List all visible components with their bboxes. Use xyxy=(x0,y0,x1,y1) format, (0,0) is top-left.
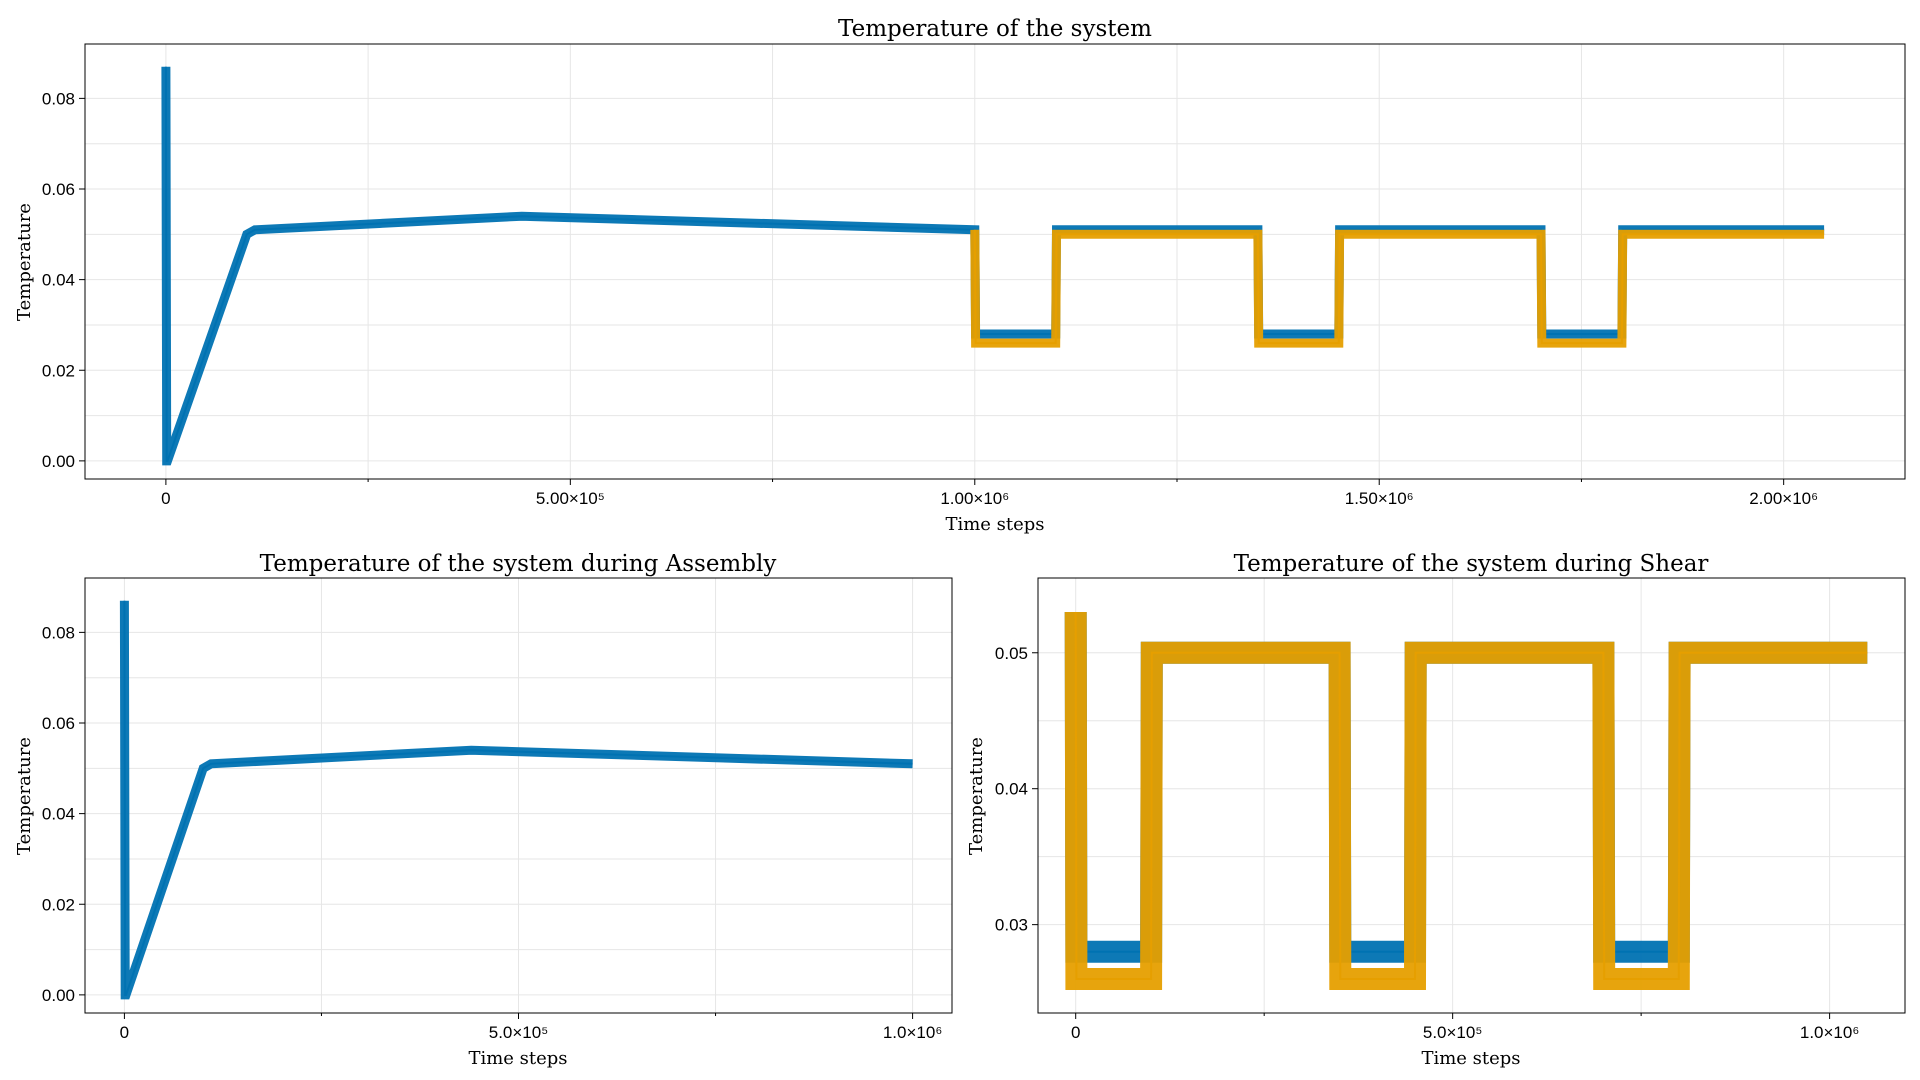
chart-title: Temperature of the system during Assembl… xyxy=(260,551,777,577)
x-tick-label: 5.0×10⁵ xyxy=(1423,1023,1483,1042)
x-tick-label: 5.0×10⁵ xyxy=(489,1023,549,1042)
series-1-band xyxy=(161,66,1825,466)
y-tick-label: 0.03 xyxy=(995,916,1028,935)
y-tick-label: 0.02 xyxy=(42,361,75,380)
y-tick-label: 0.04 xyxy=(42,805,75,824)
series-2-band xyxy=(970,229,1825,348)
x-tick-label: 1.0×10⁶ xyxy=(1800,1023,1859,1042)
y-tick-label: 0.08 xyxy=(42,89,75,108)
chart-title: Temperature of the system during Shear xyxy=(1234,551,1709,577)
y-tick-label: 0.08 xyxy=(42,623,75,642)
series-1-line xyxy=(164,66,1825,462)
x-axis-label: Time steps xyxy=(1421,1048,1520,1069)
y-tick-label: 0.04 xyxy=(42,271,75,290)
x-tick-label: 1.00×10⁶ xyxy=(940,489,1009,508)
y-tick-label: 0.06 xyxy=(42,180,75,199)
y-axis-label: Temperature xyxy=(14,203,35,321)
series-2-band xyxy=(1064,611,1868,990)
y-tick-label: 0.02 xyxy=(42,895,75,914)
x-tick-label: 0 xyxy=(1071,1023,1080,1042)
grid-lines xyxy=(85,44,1905,479)
chart-temperature-shear: Temperature of the system during Shear T… xyxy=(966,551,1906,1069)
series-1-line xyxy=(123,600,913,996)
x-tick-label: 2.00×10⁶ xyxy=(1749,489,1818,508)
y-tick-label: 0.00 xyxy=(42,452,75,471)
y-tick-label: 0.06 xyxy=(42,714,75,733)
x-tick-label: 5.00×10⁵ xyxy=(536,489,605,508)
x-tick-label: 0 xyxy=(120,1023,129,1042)
x-axis-label: Time steps xyxy=(945,514,1044,535)
y-tick-label: 0.05 xyxy=(995,644,1028,663)
chart-temperature-assembly: Temperature of the system during Assembl… xyxy=(14,551,953,1069)
y-tick-label: 0.00 xyxy=(42,986,75,1005)
y-tick-label: 0.04 xyxy=(995,780,1028,799)
y-axis-label: Temperature xyxy=(14,737,35,855)
x-axis-label: Time steps xyxy=(468,1048,567,1069)
series-2-line xyxy=(973,229,1825,345)
series-2-line xyxy=(1074,611,1868,980)
y-axis-label: Temperature xyxy=(966,737,987,855)
chart-temperature-system: Temperature of the system Time steps Tem… xyxy=(14,16,1906,535)
x-tick-label: 1.0×10⁶ xyxy=(883,1023,942,1042)
plot-frame xyxy=(84,43,1906,480)
plot-frame xyxy=(1037,577,1906,1014)
x-tick-label: 0 xyxy=(161,489,170,508)
grid-lines xyxy=(85,578,952,1013)
x-tick-label: 1.50×10⁶ xyxy=(1345,489,1414,508)
chart-title: Temperature of the system xyxy=(838,16,1152,42)
